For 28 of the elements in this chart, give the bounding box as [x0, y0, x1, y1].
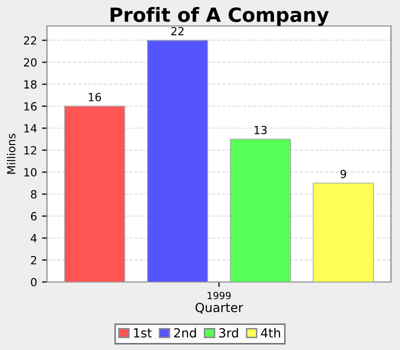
y-tick-label: 18: [24, 80, 37, 89]
bar: [64, 106, 126, 282]
legend-label: 4th: [260, 328, 280, 338]
data-label: 22: [171, 26, 184, 36]
y-tick-label: 10: [24, 168, 37, 177]
y-tick-label: 14: [24, 124, 37, 132]
y-tick-label: 8: [30, 190, 37, 198]
y-tick-label: 20: [24, 58, 37, 67]
data-label: 16: [88, 92, 102, 102]
legend-label: 1st: [134, 328, 152, 338]
y-axis-title: Millions: [6, 134, 16, 174]
y-tick-label: 16: [24, 102, 37, 111]
data-label: 9: [340, 170, 346, 178]
legend-label: 2nd: [174, 328, 196, 338]
legend-label: 3rd: [219, 328, 238, 338]
y-tick-label: 4: [30, 234, 37, 242]
y-tick-label: 2: [31, 256, 36, 264]
y-tick-label: 12: [24, 146, 36, 154]
bar: [312, 182, 374, 282]
y-tick-label: 6: [30, 212, 37, 220]
x-tick-label: 1999: [208, 292, 231, 300]
chart-title: Profit of A Company: [110, 7, 329, 26]
y-tick-label: 0: [30, 278, 37, 286]
bar: [230, 138, 291, 282]
x-axis-title: Quarter: [196, 302, 244, 314]
bar: [147, 40, 208, 282]
data-label: 13: [254, 126, 267, 134]
y-tick-label: 22: [24, 36, 36, 45]
